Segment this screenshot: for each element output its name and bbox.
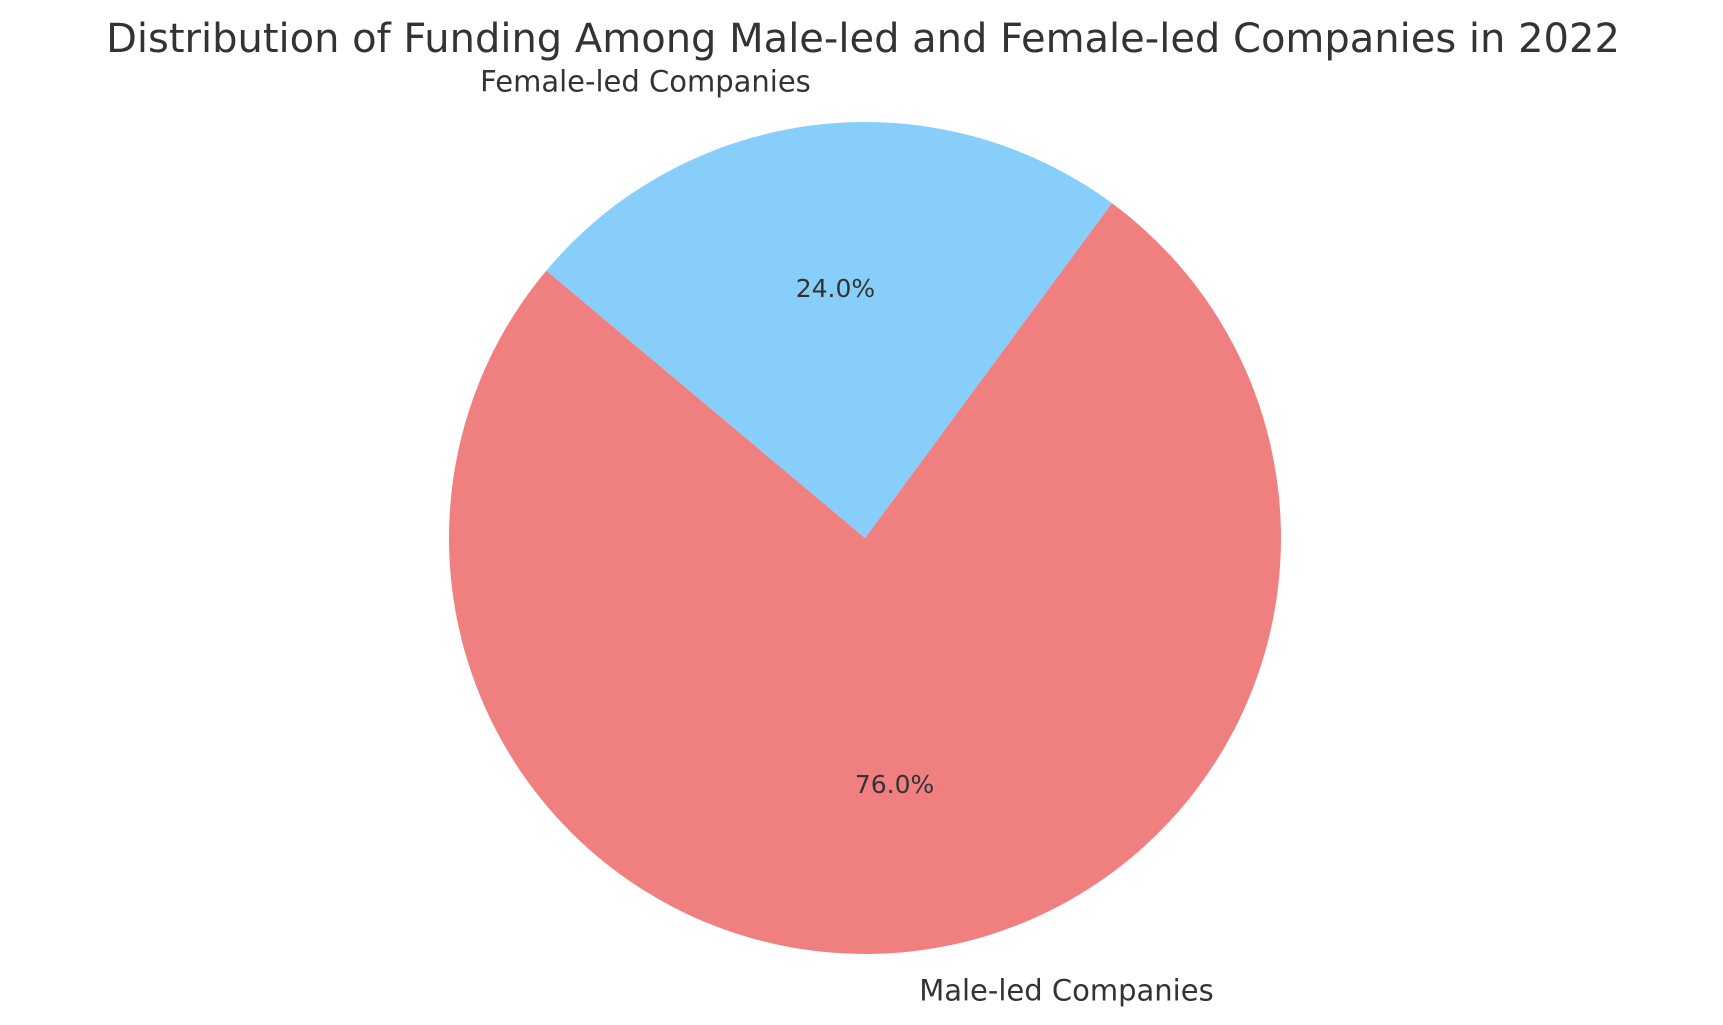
pie-slice-1 bbox=[546, 122, 1112, 538]
pie-labels: Male-led Companies 76.0% Female-led Compan… bbox=[480, 65, 1214, 1008]
chart-title: Distribution of Funding Among Male-led a… bbox=[106, 16, 1620, 62]
slice-label-0: Male-led Companies bbox=[919, 973, 1213, 1007]
pie-slice-0 bbox=[449, 203, 1282, 955]
slice-percent-0: 76.0% bbox=[855, 770, 934, 799]
pie-slices bbox=[449, 122, 1282, 955]
slice-label-1: Female-led Companies bbox=[480, 65, 811, 99]
slice-percent-1: 24.0% bbox=[796, 274, 875, 303]
